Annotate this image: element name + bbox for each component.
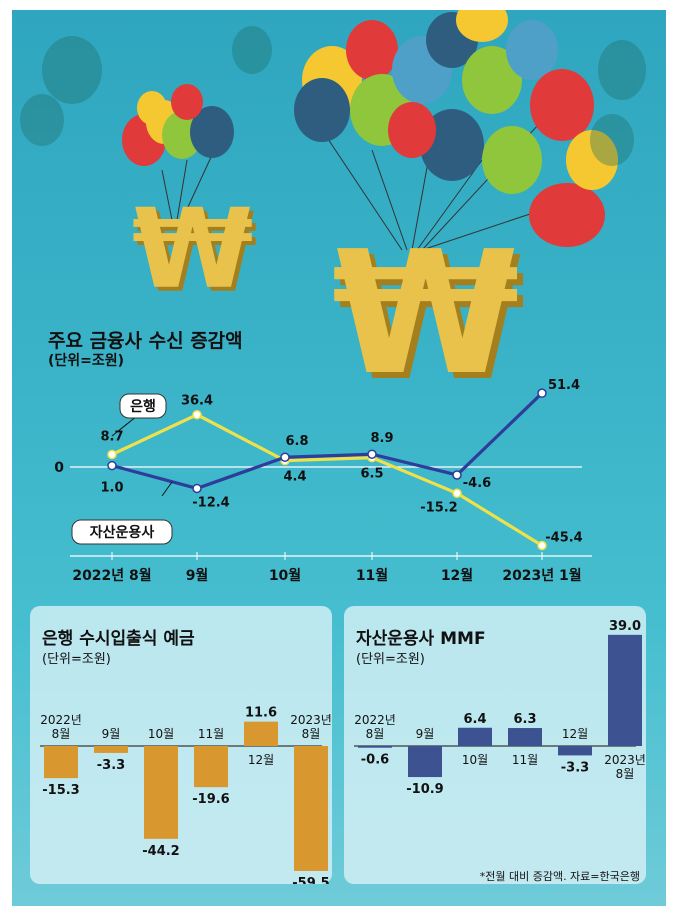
mmf-panel-unit: (단위=조원) [356,652,425,667]
line-chart: 0 2022년 8월 9월 10월 11월 12월 2023년 1월 8.7 36.4 4.4 6.… [54,378,592,584]
data-label: 4.4 [283,470,306,485]
legend-label-asset: 자산운용사 [90,524,155,541]
data-label: -12.4 [192,495,229,510]
category-label: 10월 [462,753,488,767]
x-tick-label: 10월 [269,567,301,584]
mmf-panel: 자산운용사 MMF (단위=조원) -0.6 2022년 8월 -10.9 9월 6.4 1… [344,606,646,884]
x-tick-label: 12월 [441,567,473,584]
category-label: 12월 [248,753,274,767]
won-sign-icon: ₩ [332,215,520,413]
line-chart-title: 주요 금융사 수신 증감액 [48,330,243,352]
deposit-panel: 은행 수시입출식 예금 (단위=조원) -15.3 2022년 8월 -3.3 9월 -4… [30,606,332,884]
category-label: 9월 [416,727,435,741]
category-label: 8월 [366,727,385,741]
balloons-illustration [20,10,646,251]
bar [608,634,642,746]
data-label: 6.8 [285,434,308,449]
bar [508,728,542,746]
data-point [452,488,462,499]
bar-value-label: 11.6 [245,706,277,721]
category-label: 9월 [102,727,121,741]
category-label: 12월 [562,727,588,741]
data-label: -15.2 [420,500,457,515]
legend-box-bank [119,393,167,419]
category-label: 10월 [148,727,174,741]
data-label: 51.4 [548,378,580,393]
balloon-icon [20,26,646,166]
balloon-icon [122,84,234,221]
x-tick-label: 2023년 1월 [502,567,581,584]
x-tick-label: 2022년 8월 [72,567,151,584]
mmf-panel-title: 자산운용사 MMF [356,629,486,649]
bar-value-label: -19.6 [192,792,229,807]
bar [94,746,128,753]
category-label: 11월 [198,727,224,741]
category-label: 2022년 [354,713,396,727]
bar-value-label: -44.2 [142,844,179,859]
bar [408,746,442,778]
source-footnote: *전월 대비 증감액. 자료=한국은행 [479,870,640,883]
data-label: 8.9 [370,431,393,446]
series-line-asset [111,392,544,491]
bar-value-label: -10.9 [406,782,443,797]
bar [144,746,178,839]
category-label: 11월 [512,753,538,767]
zero-tick-label: 0 [54,460,64,476]
data-label: 6.5 [360,467,383,482]
bar [294,746,328,871]
legend-leader-line [161,481,173,497]
category-label: 2022년 [40,713,82,727]
category-label: 8월 [616,767,635,781]
data-label: 8.7 [100,430,123,445]
data-point [537,540,547,551]
bar-value-label: -3.3 [97,758,125,773]
category-label: 8월 [52,727,71,741]
bar-value-label: 6.3 [513,712,536,727]
bar-value-label: -15.3 [42,783,79,798]
data-point [107,449,117,460]
category-label: 2023년 [290,713,332,727]
data-point [192,409,202,420]
data-point [107,460,117,471]
data-label: 36.4 [181,394,213,409]
data-point [367,449,377,459]
bar [358,746,392,748]
bar [244,721,278,746]
bar-value-label: 39.0 [609,619,641,634]
legend-label-bank: 은행 [130,399,156,415]
x-tick-label: 9월 [186,567,209,584]
bar-value-label: -3.3 [561,760,589,775]
data-label: -4.6 [463,476,491,491]
x-tick-label: 11월 [356,567,388,584]
won-sign-icon: ₩ [132,185,254,313]
bar [558,746,592,756]
bar [194,746,228,788]
bar [44,746,78,779]
category-label: 8월 [302,727,321,741]
data-point [192,483,202,494]
bar [458,727,492,746]
deposit-bar-chart: -15.32022년8월-3.39월-44.210월-19.611월11.612… [40,706,332,884]
deposit-panel-title: 은행 수시입출식 예금 [42,629,195,649]
bar-value-label: 6.4 [463,712,486,727]
data-label: 1.0 [100,481,123,496]
data-label: -45.4 [545,531,582,546]
data-point [452,470,462,480]
data-point [280,452,290,462]
bar-value-label: -59.5 [292,876,329,884]
infographic: ₩ ₩ 주요 금융사 수신 증감액 (단위=조원) 0 2022년 8월 9월 10월… [12,10,666,906]
category-label: 2023년 [604,753,646,767]
bar-value-label: -0.6 [361,753,389,768]
data-point [537,388,547,398]
line-chart-unit: (단위=조원) [48,353,125,369]
series-line-bank [111,412,543,547]
balloon-icon [294,10,618,251]
legend-box-asset [71,519,173,545]
mmf-bar-chart: -0.62022년8월-10.99월6.410월6.311월-3.312월39.… [354,619,646,797]
deposit-panel-unit: (단위=조원) [42,652,111,667]
